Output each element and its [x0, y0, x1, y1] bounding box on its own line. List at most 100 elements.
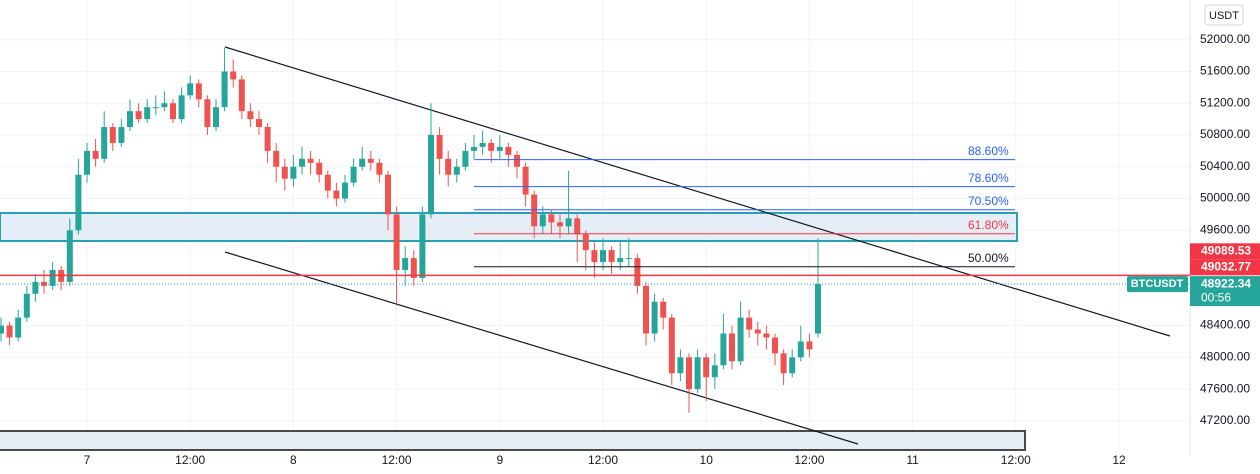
candle-body: [316, 162, 323, 175]
candle-body: [350, 166, 357, 183]
candle-body: [66, 230, 73, 282]
candle-body: [625, 258, 632, 260]
x-tick-label: 12:00: [382, 453, 412, 467]
candle-body: [376, 162, 383, 175]
candle-body: [720, 333, 727, 366]
candle-body: [686, 357, 692, 390]
candle-body: [135, 111, 142, 120]
candle-body: [342, 182, 348, 199]
candle-body: [772, 337, 778, 354]
candle-body: [557, 222, 563, 227]
candle-body: [479, 142, 486, 147]
current-price-box: [1190, 276, 1260, 307]
candle-body: [806, 341, 813, 350]
candle-body: [746, 317, 753, 330]
y-tick-label: 50400.00: [1200, 159, 1250, 173]
candle-body: [462, 150, 469, 167]
candle-body: [41, 281, 47, 286]
y-tick-label: 49600.00: [1200, 222, 1250, 236]
candle-body: [161, 103, 168, 108]
candle-body: [75, 174, 82, 231]
candle-body: [324, 174, 331, 191]
candle-body: [101, 127, 108, 159]
zone: [0, 430, 1026, 451]
symbol-label: BTCUSDT: [1131, 278, 1184, 290]
candle-body: [170, 103, 176, 120]
candle-body: [617, 258, 624, 263]
fib-label: 78.60%: [968, 171, 1009, 185]
candle-body: [23, 293, 30, 318]
candle-body: [230, 71, 237, 80]
y-tick-label: 51600.00: [1200, 64, 1250, 78]
candle-body: [565, 218, 572, 227]
y-tick-label: 48000.00: [1200, 350, 1250, 364]
candle-body: [187, 83, 194, 96]
current-price-label: 48922.34: [1201, 276, 1251, 290]
candle-body: [643, 285, 649, 334]
candle-body: [763, 333, 770, 338]
candle-body: [488, 142, 495, 151]
price-label-box: [1190, 243, 1260, 260]
candle-body: [453, 166, 460, 175]
candle-body: [514, 154, 520, 167]
y-tick-label: 50800.00: [1200, 127, 1250, 141]
candle-body: [385, 174, 391, 215]
candle-body: [49, 269, 56, 286]
candle-body: [0, 325, 4, 334]
candle-body: [496, 146, 503, 151]
y-tick-label: 51200.00: [1200, 95, 1250, 109]
candle-body: [729, 333, 735, 362]
candle-body: [15, 317, 22, 338]
x-tick-label: 12:00: [175, 453, 205, 467]
candle-body: [591, 250, 598, 263]
candle-body: [797, 341, 804, 358]
symbol-box: [1127, 276, 1188, 293]
candle-body: [436, 134, 443, 159]
candle-body: [152, 107, 159, 109]
candle-body: [419, 214, 426, 278]
candle-body: [359, 158, 366, 167]
candle-body: [6, 325, 13, 338]
trend-line: [224, 46, 1171, 337]
candle-body: [471, 146, 477, 151]
currency: USDT: [1209, 10, 1239, 22]
plot: [0, 47, 821, 413]
candle-body: [92, 150, 99, 159]
candle-body: [256, 119, 262, 128]
fib-label: 61.80%: [968, 218, 1009, 232]
candle-body: [789, 357, 796, 374]
candle-body: [127, 111, 133, 128]
x-tick-label: 12:00: [588, 453, 618, 467]
y-tick-label: 47200.00: [1200, 413, 1250, 427]
candle-body: [393, 214, 400, 270]
candle-body: [754, 329, 761, 334]
candle-body: [711, 365, 718, 378]
candle-body: [531, 194, 538, 227]
x-tick-label: 7: [84, 453, 91, 467]
y-tick-label: 52000.00: [1200, 32, 1250, 46]
currency-badge: [1204, 4, 1244, 26]
candle-body: [118, 127, 125, 143]
fib-label: 70.50%: [968, 194, 1009, 208]
candle-body: [281, 166, 288, 179]
candle-body: [780, 353, 787, 374]
candle-body: [204, 99, 211, 128]
price-label: 49089.53: [1201, 243, 1251, 257]
candle-body: [264, 127, 271, 151]
candle-body: [84, 150, 90, 175]
candle-body: [178, 95, 185, 120]
candle-body: [548, 214, 555, 223]
candle-body: [608, 250, 615, 263]
price-label-box: [1190, 259, 1260, 276]
candle-body: [238, 79, 245, 112]
candle-body: [307, 158, 314, 163]
candle-body: [600, 250, 606, 263]
candle-body: [247, 111, 254, 120]
x-tick-label: 12:00: [794, 453, 824, 467]
candle-body: [668, 317, 675, 374]
x-tick-label: 12:00: [1001, 453, 1031, 467]
candle-body: [634, 258, 641, 286]
x-tick-label: 12: [1112, 453, 1126, 467]
y-tick-label: 47600.00: [1200, 381, 1250, 395]
x-tick-label: 10: [700, 453, 714, 467]
